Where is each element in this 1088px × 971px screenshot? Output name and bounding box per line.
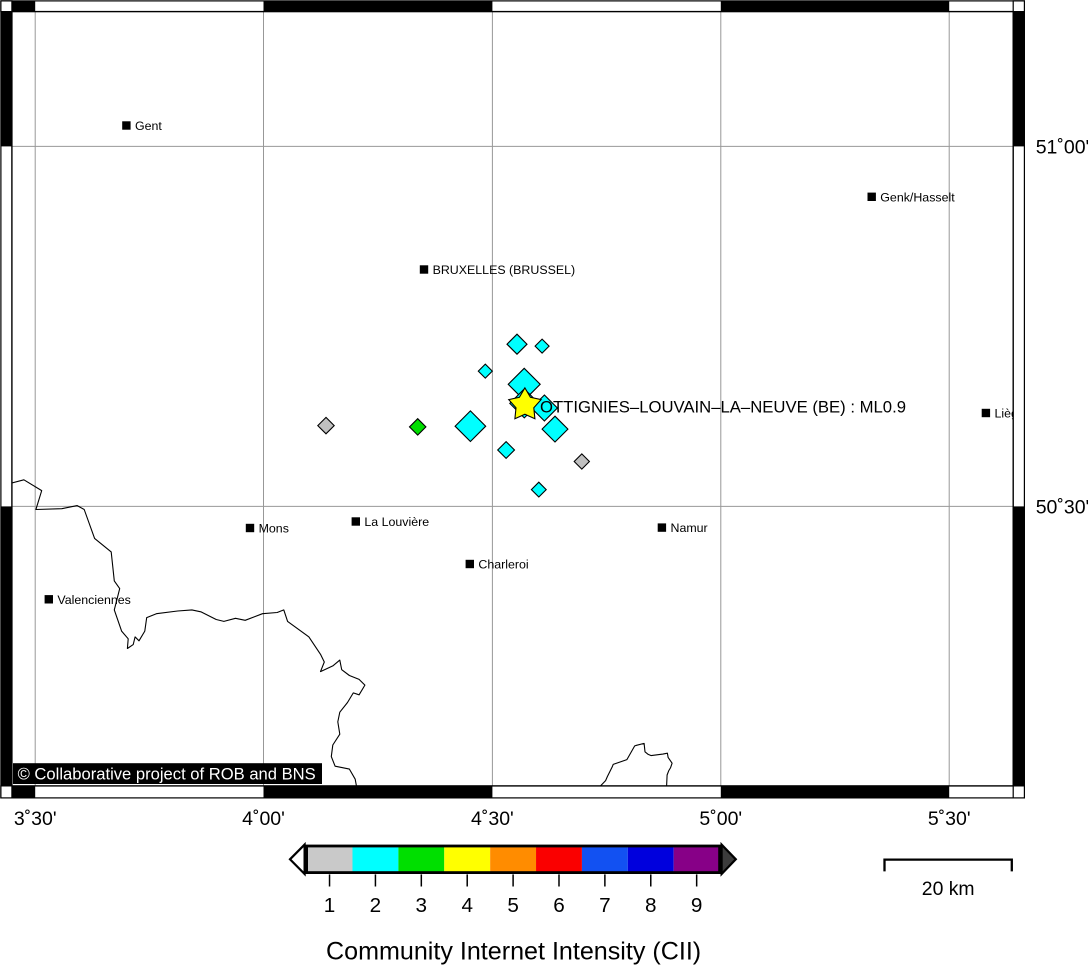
svg-text:8: 8: [645, 894, 657, 917]
svg-text:5˚30': 5˚30': [928, 808, 971, 830]
svg-text:BRUXELLES (BRUSSEL): BRUXELLES (BRUSSEL): [433, 263, 576, 277]
svg-text:Charleroi: Charleroi: [478, 558, 528, 572]
svg-text:Genk/Hasselt: Genk/Hasselt: [880, 190, 955, 204]
svg-text:Gent: Gent: [135, 119, 162, 133]
svg-text:La Louvière: La Louvière: [364, 515, 429, 529]
svg-text:2: 2: [370, 894, 382, 917]
svg-text:OTTIGNIES–LOUVAIN–LA–NEUVE (BE: OTTIGNIES–LOUVAIN–LA–NEUVE (BE) : ML0.9: [540, 397, 906, 416]
svg-text:9: 9: [691, 894, 703, 917]
svg-text:50˚30': 50˚30': [1036, 497, 1088, 519]
svg-text:Valenciennes: Valenciennes: [57, 593, 130, 607]
svg-text:4˚30': 4˚30': [471, 808, 514, 830]
svg-text:Mons: Mons: [259, 522, 289, 536]
svg-text:7: 7: [599, 894, 611, 917]
svg-text:Liège: Liège: [995, 407, 1025, 421]
svg-text:3: 3: [416, 894, 428, 917]
svg-text:3˚30': 3˚30': [14, 808, 57, 830]
svg-text:4˚00': 4˚00': [242, 808, 285, 830]
svg-text:Community Internet Intensity (: Community Internet Intensity (CII): [326, 937, 701, 965]
svg-text:4: 4: [461, 894, 473, 917]
svg-text:51˚00': 51˚00': [1036, 137, 1088, 159]
svg-text:6: 6: [553, 894, 565, 917]
svg-text:1: 1: [324, 894, 336, 917]
svg-text:5: 5: [507, 894, 519, 917]
svg-text:20 km: 20 km: [922, 878, 975, 900]
svg-text:Namur: Namur: [671, 521, 708, 535]
svg-text:© Collaborative project of ROB: © Collaborative project of ROB and BNS: [18, 764, 316, 783]
svg-text:5˚00': 5˚00': [699, 808, 742, 830]
